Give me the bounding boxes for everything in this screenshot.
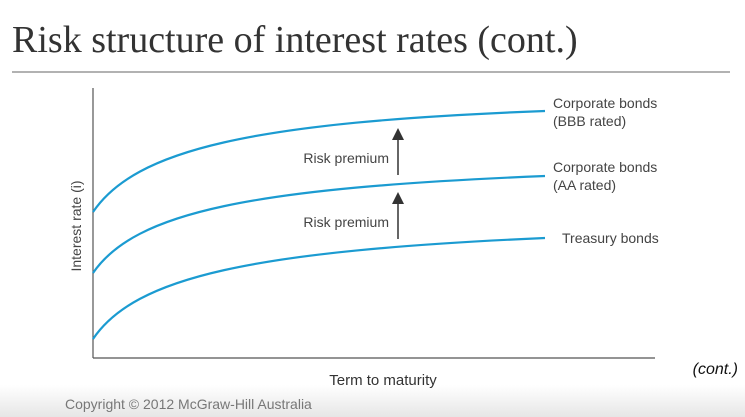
curve-aa <box>92 174 546 274</box>
footer-band <box>0 385 745 417</box>
copyright: Copyright © 2012 McGraw-Hill Australia <box>65 396 312 412</box>
curve-label: (AA rated) <box>553 177 616 193</box>
curve-label: Corporate bonds <box>553 95 657 111</box>
slide-title: Risk structure of interest rates (cont.) <box>12 19 578 61</box>
curve-treasury <box>92 236 546 340</box>
curve-label: Treasury bonds <box>562 230 659 246</box>
curve-bbb <box>92 109 546 213</box>
curve-label: (BBB rated) <box>553 113 626 129</box>
x-axis-label: Term to maturity <box>329 372 437 389</box>
cont-note: (cont.) <box>693 361 738 378</box>
premium-label: Risk premium <box>303 150 389 166</box>
y-axis-label: Interest rate (i) <box>68 180 84 271</box>
premium-label: Risk premium <box>303 214 389 230</box>
curve-label: Corporate bonds <box>553 159 657 175</box>
